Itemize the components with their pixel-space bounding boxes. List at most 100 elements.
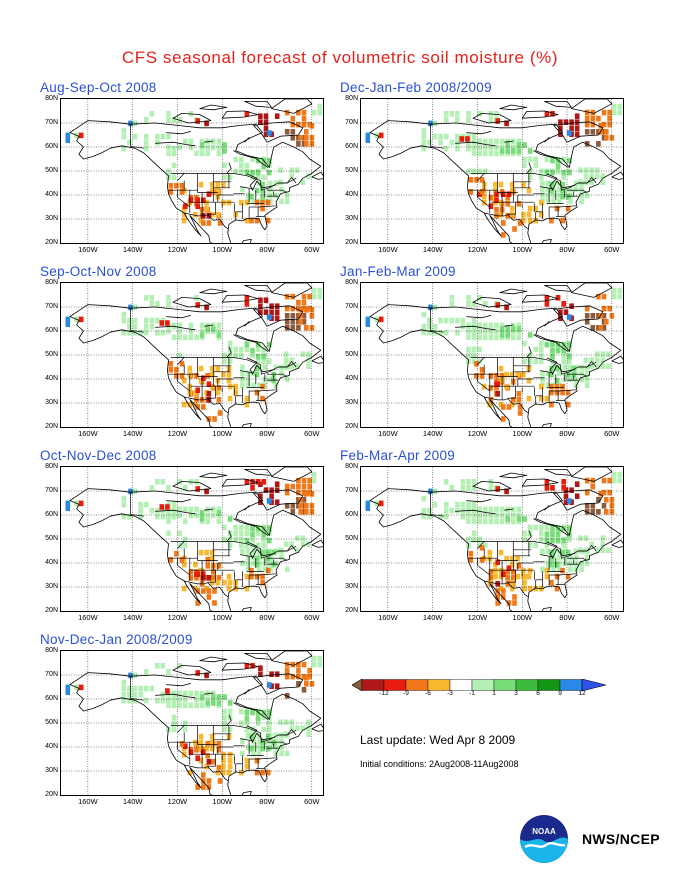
lat-tick-label: 30N: [45, 215, 58, 222]
map-frame: [360, 98, 624, 244]
lat-tick-label: 20N: [45, 791, 58, 798]
anomaly-cells: [365, 287, 622, 422]
lon-tick-label: 160W: [378, 429, 398, 438]
anomaly-cells: [65, 103, 322, 226]
lon-tick-label: 160W: [78, 613, 98, 622]
lon-tick-label: 120W: [167, 245, 188, 254]
lat-tick-label: 30N: [45, 767, 58, 774]
lat-tick-label: 30N: [345, 399, 358, 406]
lat-tick-label: 30N: [345, 583, 358, 590]
colorbar-swatch: [537, 679, 561, 691]
north-america-soil-moisture-map: [61, 467, 323, 611]
lat-tick-label: 50N: [345, 351, 358, 358]
lat-tick-label: 70N: [45, 119, 58, 126]
lat-tick-label: 60N: [345, 327, 358, 334]
state-borders: [130, 492, 297, 598]
lat-tick-label: 40N: [345, 375, 358, 382]
lat-tick-label: 20N: [345, 239, 358, 246]
initial-conditions-text: Initial conditions: 2Aug2008-11Aug2008: [360, 759, 519, 769]
lon-tick-label: 140W: [422, 245, 443, 254]
north-america-soil-moisture-map: [361, 467, 623, 611]
lat-tick-label: 70N: [345, 487, 358, 494]
lon-tick-label: 80W: [559, 429, 575, 438]
colorbar-tick-label: -6: [425, 690, 431, 697]
lon-tick-label: 80W: [259, 245, 275, 254]
colorbar-tick-label: -12: [379, 690, 389, 697]
colorbar-tick-label: 1: [492, 690, 496, 697]
lat-tick-label: 20N: [45, 239, 58, 246]
north-america-soil-moisture-map: [361, 283, 623, 427]
state-borders: [130, 308, 297, 414]
coastlines: [69, 651, 323, 795]
map-panel-1: Aug-Sep-Oct 2008 80N 70N 60N 50N 40N 30N 20N 16…: [38, 80, 338, 255]
colorbar-swatch: [405, 679, 429, 691]
lat-tick-label: 30N: [45, 399, 58, 406]
lat-tick-label: 20N: [345, 607, 358, 614]
lat-tick-label: 20N: [45, 607, 58, 614]
north-america-soil-moisture-map: [361, 99, 623, 243]
lon-tick-label: 80W: [559, 613, 575, 622]
lon-tick-label: 160W: [378, 245, 398, 254]
lon-tick-label: 140W: [422, 429, 443, 438]
lon-tick-label: 120W: [167, 613, 188, 622]
agency-label: NWS/NCEP: [582, 831, 660, 847]
anomaly-cells: [65, 655, 322, 790]
lon-tick-label: 120W: [167, 797, 188, 806]
graticule: [61, 99, 323, 243]
lat-tick-label: 50N: [345, 535, 358, 542]
coastlines: [69, 99, 323, 243]
panel-title: Aug-Sep-Oct 2008: [40, 80, 157, 95]
map-frame: [60, 98, 324, 244]
lon-tick-label: 100W: [212, 797, 233, 806]
panel-title: Oct-Nov-Dec 2008: [40, 448, 157, 463]
lon-tick-label: 80W: [259, 429, 275, 438]
lon-tick-label: 100W: [512, 245, 533, 254]
colorbar-swatch: [361, 679, 385, 691]
panel-title: Sep-Oct-Nov 2008: [40, 264, 157, 279]
anomaly-cells: [365, 103, 622, 238]
lon-tick-label: 120W: [167, 429, 188, 438]
anomaly-cells: [65, 287, 322, 422]
lon-tick-label: 100W: [512, 613, 533, 622]
lat-tick-label: 30N: [45, 583, 58, 590]
colorbar-swatch: [449, 679, 473, 691]
lat-tick-label: 40N: [45, 375, 58, 382]
lon-tick-label: 60W: [304, 245, 320, 254]
lat-tick-label: 80N: [45, 647, 58, 654]
lat-tick-label: 80N: [45, 463, 58, 470]
lon-tick-label: 120W: [467, 429, 488, 438]
state-borders: [130, 124, 297, 230]
lat-tick-label: 50N: [345, 167, 358, 174]
last-update-text: Last update: Wed Apr 8 2009: [360, 733, 516, 747]
north-america-soil-moisture-map: [61, 651, 323, 795]
colorbar: -12 -9 -6 -3 -1 1 3 6 9 12: [351, 678, 628, 704]
lat-tick-label: 70N: [45, 303, 58, 310]
map-frame: [60, 650, 324, 796]
map-panel-3: Sep-Oct-Nov 2008 80N 70N 60N 50N 40N 30N 20N 16…: [38, 264, 338, 439]
north-america-soil-moisture-map: [61, 283, 323, 427]
lat-tick-label: 50N: [45, 351, 58, 358]
colorbar-tick-label: -1: [469, 690, 475, 697]
map-frame: [60, 466, 324, 612]
lon-tick-label: 80W: [559, 245, 575, 254]
panel-title: Feb-Mar-Apr 2009: [340, 448, 456, 463]
lon-tick-label: 80W: [259, 797, 275, 806]
lat-tick-label: 70N: [345, 303, 358, 310]
map-frame: [360, 466, 624, 612]
lat-tick-label: 60N: [345, 143, 358, 150]
lon-tick-label: 60W: [604, 245, 620, 254]
state-borders: [430, 124, 597, 230]
colorbar-tick-label: -9: [403, 690, 409, 697]
lat-tick-label: 60N: [345, 511, 358, 518]
lon-tick-label: 160W: [78, 429, 98, 438]
lon-tick-label: 100W: [212, 429, 233, 438]
map-panel-7: Nov-Dec-Jan 2008/2009 80N 70N 60N 50N 40N 30N…: [38, 632, 338, 807]
panel-title: Dec-Jan-Feb 2008/2009: [340, 80, 492, 95]
colorbar-tick-label: 9: [558, 690, 562, 697]
lat-tick-label: 50N: [45, 719, 58, 726]
map-panel-5: Oct-Nov-Dec 2008 80N 70N 60N 50N 40N 30N 20N 16…: [38, 448, 338, 623]
noaa-logo-text: NOAA: [532, 827, 556, 836]
lat-tick-label: 40N: [45, 559, 58, 566]
lon-tick-label: 100W: [512, 429, 533, 438]
lat-tick-label: 70N: [345, 119, 358, 126]
